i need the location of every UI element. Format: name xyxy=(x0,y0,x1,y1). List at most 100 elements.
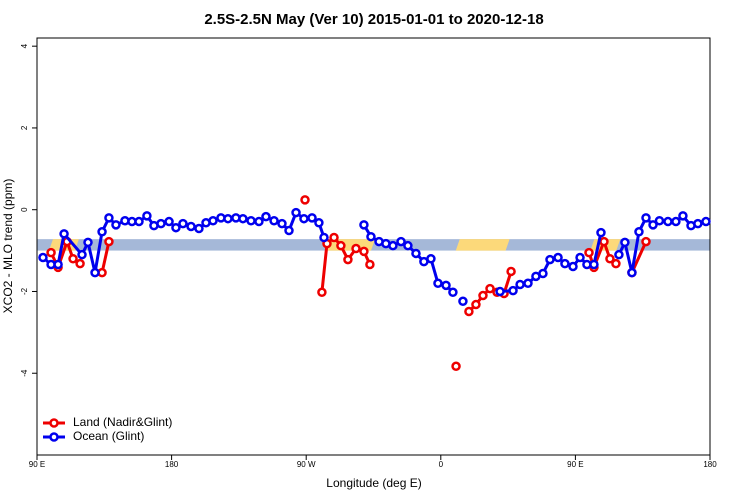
data-point xyxy=(545,254,555,265)
data-point xyxy=(605,254,615,264)
data-point xyxy=(701,216,711,227)
legend-marker xyxy=(49,418,59,428)
data-point xyxy=(523,278,533,289)
legend-marker xyxy=(49,432,59,442)
data-point xyxy=(142,211,152,221)
data-point xyxy=(329,232,339,243)
data-point xyxy=(238,213,248,224)
data-point xyxy=(411,248,421,259)
data-point xyxy=(284,225,294,236)
data-point xyxy=(261,211,271,222)
data-point xyxy=(254,216,264,227)
x-tick-label: 90 W xyxy=(297,460,316,469)
data-point xyxy=(575,252,585,263)
data-point xyxy=(584,247,594,258)
data-point xyxy=(627,267,637,278)
data-point xyxy=(134,216,144,227)
data-point xyxy=(164,216,174,227)
data-point xyxy=(568,261,578,272)
data-point xyxy=(641,236,651,247)
data-point xyxy=(485,283,495,294)
data-point xyxy=(46,247,56,258)
data-point xyxy=(336,240,346,251)
x-axis-label: Longitude (deg E) xyxy=(326,476,421,490)
data-point xyxy=(104,236,114,247)
data-point xyxy=(68,254,78,264)
data-point xyxy=(448,287,458,298)
data-point xyxy=(506,266,516,277)
data-point xyxy=(654,215,665,226)
data-point xyxy=(90,267,100,278)
data-point xyxy=(620,237,630,248)
data-point xyxy=(104,213,114,223)
data-point xyxy=(319,232,329,243)
data-point xyxy=(478,290,488,301)
data-point xyxy=(194,223,204,234)
data-point xyxy=(314,218,324,228)
data-point xyxy=(317,287,327,298)
data-point xyxy=(351,243,361,254)
data-point xyxy=(693,218,703,229)
x-tick-label: 90 E xyxy=(567,460,583,469)
data-point xyxy=(359,220,369,230)
y-tick-label: -4 xyxy=(20,369,29,377)
data-point xyxy=(171,222,181,233)
data-point xyxy=(156,218,166,229)
data-point xyxy=(611,258,621,269)
data-point xyxy=(641,213,651,223)
data-point xyxy=(38,252,48,263)
y-tick-label: 2 xyxy=(20,125,29,130)
data-point xyxy=(291,207,301,218)
data-point xyxy=(471,299,481,310)
data-point xyxy=(388,240,398,251)
data-point xyxy=(596,227,606,238)
data-point xyxy=(553,252,563,263)
legend-label: Ocean (Glint) xyxy=(73,429,144,443)
x-tick-label: 180 xyxy=(165,460,179,469)
y-axis-label: XCO2 - MLO trend (ppm) xyxy=(1,179,15,314)
data-point xyxy=(648,220,658,230)
data-point xyxy=(663,216,673,227)
y-tick-label: 4 xyxy=(20,43,29,48)
data-point xyxy=(366,231,376,242)
data-point xyxy=(678,211,688,221)
data-point xyxy=(269,215,279,226)
data-point xyxy=(614,249,624,260)
data-point xyxy=(359,246,369,257)
data-point xyxy=(307,213,317,223)
data-point xyxy=(538,268,548,279)
ocean-band xyxy=(37,239,710,251)
data-point xyxy=(634,227,644,237)
y-tick-label: 0 xyxy=(20,207,29,212)
data-point xyxy=(223,213,233,224)
data-point xyxy=(299,213,309,224)
data-point xyxy=(451,361,461,372)
data-point xyxy=(53,259,63,270)
data-point xyxy=(515,279,525,290)
data-point xyxy=(599,236,609,247)
data-point xyxy=(343,254,353,265)
x-tick-label: 180 xyxy=(703,460,717,469)
data-point xyxy=(97,227,107,237)
x-tick-label: 90 E xyxy=(29,460,45,469)
data-point xyxy=(77,249,87,260)
data-point xyxy=(246,215,256,226)
data-point xyxy=(589,259,599,270)
data-point xyxy=(403,240,413,251)
data-point xyxy=(671,216,681,227)
x-tick-label: 0 xyxy=(439,460,444,469)
data-point xyxy=(186,221,196,232)
chart-title: 2.5S-2.5N May (Ver 10) 2015-01-01 to 202… xyxy=(204,11,543,28)
data-point xyxy=(208,215,218,226)
data-point xyxy=(560,258,570,269)
legend-label: Land (Nadir&Glint) xyxy=(73,415,172,429)
data-point xyxy=(495,286,505,297)
data-point xyxy=(300,195,310,205)
data-point xyxy=(464,306,474,317)
data-point xyxy=(277,218,287,229)
data-point xyxy=(59,229,69,239)
data-point xyxy=(83,237,93,248)
plot-frame xyxy=(36,37,711,456)
